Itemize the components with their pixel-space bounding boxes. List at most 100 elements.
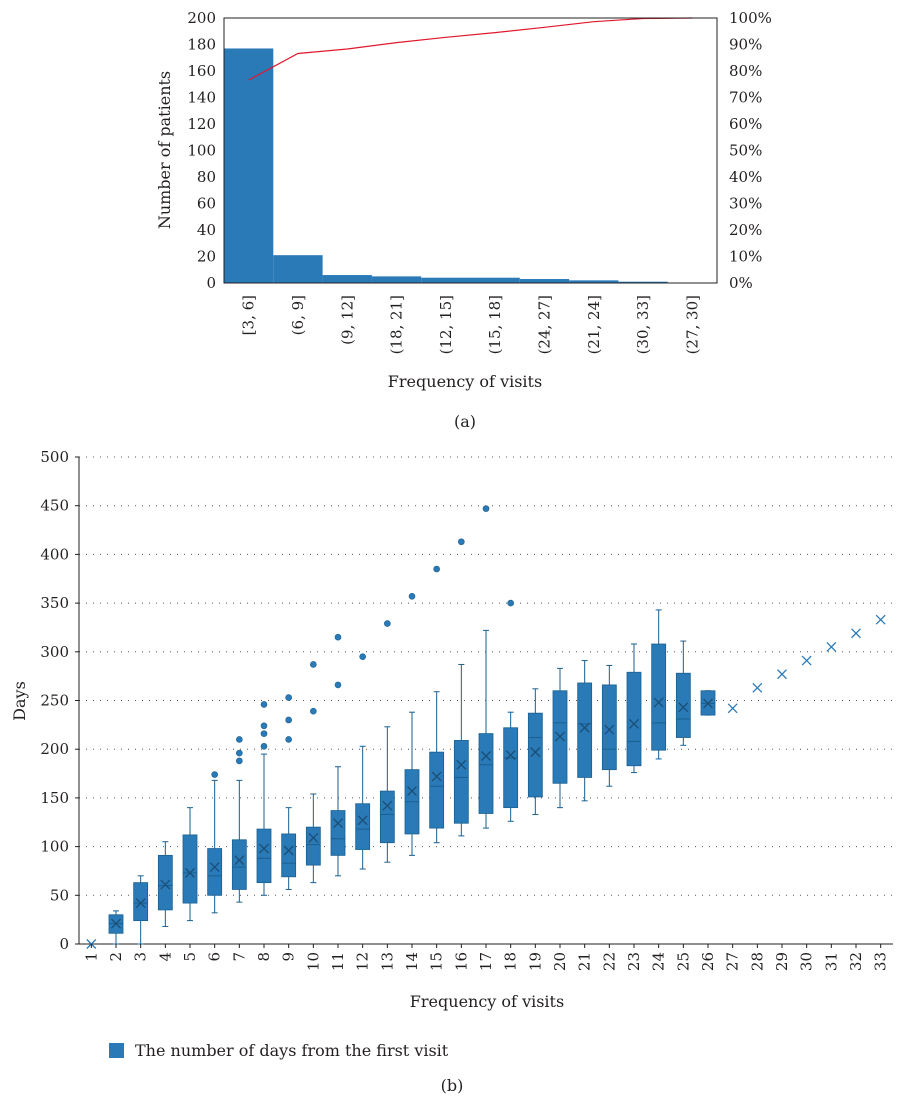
chart-b-mean-marker [579,722,590,733]
chart-b-box-21 [577,660,593,802]
chart-b-outlier-point [507,599,514,607]
chart-a-bars [224,48,668,283]
chart-b-mean-marker [382,800,393,811]
chart-a-y-tick-label: 120 [187,115,216,133]
chart-b-box-5 [182,807,198,922]
chart-b-box-19 [527,688,543,815]
chart-b-y-axis-label: Days [10,681,29,721]
chart-b-mean-marker [703,698,713,709]
chart-a-y-axis-label: Number of patients [155,71,174,229]
chart-b-x-tick-label: 20 [551,952,569,971]
chart-a-caption: (a) [454,412,476,431]
chart-b-boxes [86,505,886,949]
chart-b-box-body [256,828,272,884]
chart-b-box-9 [281,694,297,890]
chart-b-outlier-point [285,736,292,743]
chart-b-x-tick-label: 5 [181,952,199,962]
chart-a-y2-tick-label: 50% [729,142,762,160]
chart-b-x-ticks: 1 2 3 4 5 6 7 8 9 10 11 12 13 14 15 16 17 18 19 20 21 22 23 24 2… [82,944,890,971]
chart-b-x-tick-label: 29 [773,952,791,971]
chart-b-mean-marker [333,818,343,829]
chart-a-x-tick-label: (24, 27] [535,295,553,354]
chart-b-outlier-point [236,757,243,765]
chart-b-box-12 [355,653,371,870]
chart-a-cumulative-line [248,17,693,81]
chart-b-x-tick-label: 8 [255,952,273,962]
chart-a-bar [224,48,274,283]
chart-b-mean-marker [407,786,417,797]
chart-b-x-tick-label: 11 [329,952,347,971]
chart-b-outlier-point [260,730,268,737]
chart-b-x-tick-label: 27 [724,952,742,971]
chart-b-x-tick-label: 24 [650,952,668,971]
chart-b-outlier-point [482,505,490,512]
chart-b-mean-marker [629,718,639,729]
chart-b-y-tick-label: 200 [40,740,69,758]
chart-b-x-tick-label: 19 [526,952,544,971]
chart-a-x-tick-label: (21, 24] [585,295,603,354]
chart-b-outlier-point [384,620,391,627]
chart-b-box-25 [675,640,691,746]
chart-b-box-body [675,672,691,738]
chart-b-mean-marker [530,747,541,758]
chart-b-box-body [503,727,519,809]
chart-b-mean-marker [308,832,319,843]
chart-b-box-body [207,848,223,896]
chart-a-bar [371,276,422,283]
chart-b-box-body [651,643,667,751]
chart-a-x-ticks: [3, 6] (6, 9] (9, 12] (18, 21] (12, 15] (15, … [240,295,702,354]
chart-b-x-tick-label: 30 [798,952,816,971]
chart-b-box-18 [503,599,519,822]
chart-a-y-tick-label: 40 [197,221,216,239]
chart-b-y-tick-label: 250 [40,692,69,710]
chart-b-box-body [355,803,371,850]
chart-b-box-16 [453,538,469,837]
chart-b-outlier-point [433,565,440,573]
chart-a-y-tick-label: 80 [197,168,216,186]
chart-b-box-body [330,810,346,856]
chart-b-mean-marker [505,750,516,761]
chart-b-outlier-point [359,653,366,660]
chart-a-y2-tick-label: 90% [729,36,762,54]
chart-b-x-tick-label: 9 [280,952,298,962]
chart-b-y-ticks: 0 50 100 150 200 250 300 350 400 450 500 [40,448,79,953]
chart-a-x-tick-label: (9, 12] [338,295,356,345]
chart-b-mean-marker [357,815,368,826]
chart-b-outlier-point [334,633,342,641]
chart-b-mean-marker [431,771,442,782]
chart-b-mean-marker [678,702,689,713]
chart-b-x-tick-label: 3 [132,952,150,962]
chart-b-x-tick-label: 7 [230,952,248,962]
chart-a-x-axis-label: Frequency of visits [388,372,542,391]
chart-b-box-33 [875,614,886,625]
chart-a-bar [569,280,619,283]
chart-b-mean-marker [752,682,763,693]
chart-b-box-body [231,839,247,890]
chart-a-y2-tick-label: 60% [729,115,762,133]
chart-a-y-tick-label: 20 [197,248,216,266]
chart-b-box-body [626,671,642,767]
chart-b-y-tick-label: 50 [50,886,69,904]
chart-b-mean-marker [135,898,146,909]
chart-b-box-32 [851,628,861,639]
chart-b-mean-marker [283,845,294,856]
chart-b-mean-marker [111,918,121,929]
chart-a: 0 20 40 60 80 100 120 140 160 180 200 0% 10% 20% 30% 4… [155,9,772,431]
chart-a-x-tick-label: (18, 21] [388,295,406,354]
chart-b-box-body [379,790,395,844]
chart-b-box-body [453,740,469,824]
chart-b-outlier-point [260,701,268,708]
chart-b-x-tick-label: 31 [822,952,840,971]
chart-b-box-13 [379,620,395,863]
chart-b-mean-marker [481,751,491,761]
chart-b-mean-marker [653,697,664,708]
chart-a-x-tick-label: (12, 15] [437,295,455,354]
chart-a-y2-tick-label: 40% [729,168,762,186]
chart-b-caption: (b) [441,1076,464,1095]
chart-b-box-20 [552,667,568,809]
chart-b-x-tick-label: 10 [304,952,322,971]
chart-b-x-tick-label: 6 [206,952,224,962]
chart-b-box-8 [256,701,272,896]
chart-b-box-30 [801,655,812,666]
